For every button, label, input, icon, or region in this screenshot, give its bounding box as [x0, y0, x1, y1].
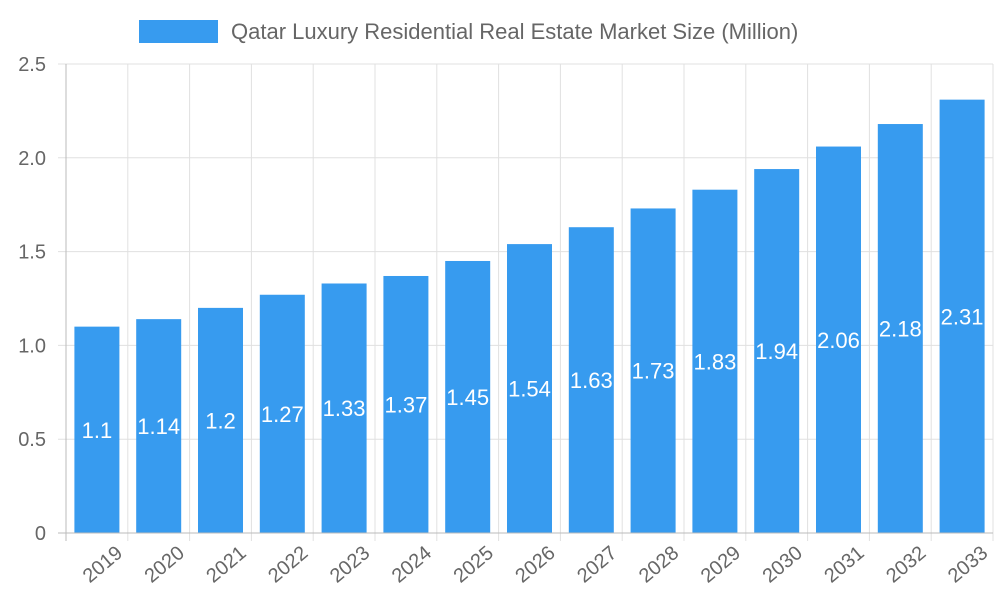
y-tick-label: 2.0: [18, 148, 46, 170]
data-label: 1.45: [446, 385, 489, 410]
data-label: 1.27: [261, 402, 304, 427]
bar-2026: [507, 244, 552, 533]
y-axis: 0 0.5 1.0 1.5 2.0 2.5: [18, 54, 67, 545]
x-tick-label: 2028: [635, 542, 683, 587]
bar-2025: [445, 260, 491, 533]
data-label: 1.14: [137, 414, 180, 439]
grid: [58, 63, 994, 541]
bar-2027: [568, 227, 614, 533]
bar-2033: [939, 99, 985, 534]
x-tick-label: 2025: [450, 542, 498, 587]
y-tick-label: 0.5: [18, 429, 46, 451]
bars: [74, 99, 985, 534]
data-label: 2.31: [941, 304, 984, 329]
data-label: 1.54: [508, 377, 551, 402]
data-label: 1.33: [323, 396, 366, 421]
x-tick-label: 2033: [944, 542, 992, 587]
legend[interactable]: Qatar Luxury Residential Real Estate Mar…: [139, 19, 798, 44]
legend-label: Qatar Luxury Residential Real Estate Mar…: [231, 19, 798, 44]
x-tick-label: 2032: [882, 542, 930, 587]
bar-2024: [383, 275, 429, 533]
bar-2030: [754, 169, 800, 533]
x-tick-label: 2022: [264, 542, 312, 587]
x-tick-label: 2021: [202, 542, 250, 587]
x-tick-label: 2026: [511, 542, 559, 587]
x-axis: 2019 2020 2021 2022 2023 2024 2025 2026 2027 2028…: [58, 532, 993, 587]
data-label: 1.83: [693, 349, 736, 374]
data-label: 1.94: [755, 339, 798, 364]
bar-2019: [74, 326, 120, 533]
data-label: 1.1: [82, 418, 113, 443]
y-tick-label: 1.0: [18, 335, 46, 357]
bar-2032: [877, 124, 923, 534]
x-tick-label: 2023: [326, 542, 374, 587]
data-label: 2.18: [879, 317, 922, 342]
y-tick-label: 0: [35, 523, 46, 545]
data-labels: 1.1 1.14 1.2 1.27 1.33 1.37 1.45 1.54 1.63 1.73 1.…: [82, 304, 984, 442]
bar-2028: [630, 208, 676, 533]
bar-2021: [198, 307, 243, 533]
legend-swatch: [139, 20, 218, 43]
bar-2023: [321, 283, 367, 533]
bar-2031: [816, 146, 861, 533]
y-tick-label: 1.5: [18, 242, 46, 264]
y-tick-label: 2.5: [18, 54, 46, 76]
x-tick-label: 2024: [388, 542, 436, 587]
x-tick-label: 2020: [141, 542, 189, 587]
x-tick-label: 2019: [79, 542, 127, 587]
x-tick-label: 2030: [759, 542, 807, 587]
bar-2029: [692, 189, 738, 533]
x-tick-label: 2031: [820, 542, 868, 587]
x-tick-label: 2027: [573, 542, 621, 587]
data-label: 1.73: [632, 359, 675, 384]
x-tick-label: 2029: [697, 542, 745, 587]
data-label: 1.37: [384, 392, 427, 417]
bar-2022: [259, 294, 305, 533]
data-label: 1.2: [205, 408, 236, 433]
data-label: 1.63: [570, 368, 613, 393]
data-label: 2.06: [817, 328, 860, 353]
bar-2020: [136, 319, 182, 533]
